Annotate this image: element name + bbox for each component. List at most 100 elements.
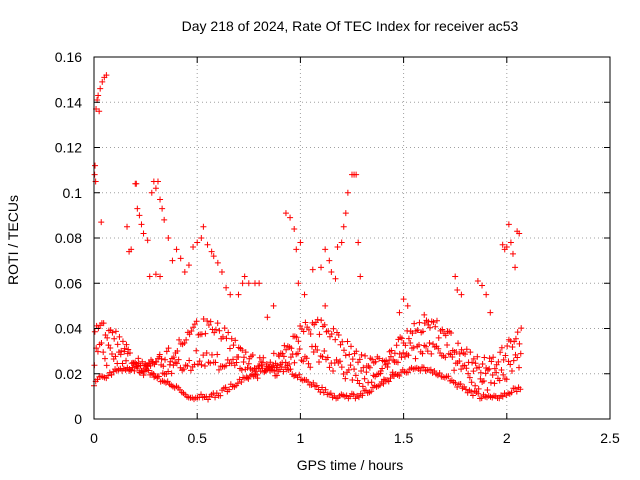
data-point	[319, 384, 326, 391]
data-point	[419, 328, 426, 335]
data-point	[91, 328, 98, 335]
data-point	[198, 331, 205, 338]
y-tick-label: 0.04	[55, 321, 82, 337]
data-point	[96, 108, 103, 115]
data-point	[327, 390, 334, 397]
data-point	[200, 316, 207, 323]
data-point	[296, 345, 303, 352]
data-point	[442, 332, 449, 339]
data-point	[469, 359, 476, 366]
data-point	[219, 333, 226, 340]
data-point	[312, 343, 319, 350]
data-point	[157, 273, 164, 280]
y-tick-label: 0.16	[55, 49, 82, 65]
data-point	[296, 371, 303, 378]
data-point	[396, 309, 403, 316]
data-point	[111, 335, 118, 342]
data-point	[516, 340, 523, 347]
data-point	[288, 345, 295, 352]
data-point	[508, 389, 515, 396]
data-point	[387, 353, 394, 360]
data-point	[92, 162, 99, 169]
data-point	[131, 367, 138, 374]
data-point	[458, 346, 465, 353]
data-point	[216, 327, 223, 334]
data-point	[223, 284, 230, 291]
data-point	[183, 336, 190, 343]
data-point	[300, 328, 307, 335]
data-point	[477, 375, 484, 382]
data-point	[499, 393, 506, 400]
data-point	[309, 266, 316, 273]
data-point	[200, 223, 207, 230]
y-tick-label: 0.12	[55, 140, 82, 156]
data-point	[474, 353, 481, 360]
data-point	[420, 364, 427, 371]
data-point	[287, 354, 294, 361]
data-point	[353, 171, 360, 178]
data-point	[481, 354, 488, 361]
data-point	[477, 369, 484, 376]
data-point	[91, 171, 98, 178]
data-point	[391, 350, 398, 357]
data-point	[210, 253, 217, 260]
data-point	[194, 239, 201, 246]
data-point	[244, 364, 251, 371]
data-point	[474, 277, 481, 284]
data-point	[193, 318, 200, 325]
data-point	[480, 378, 487, 385]
data-point	[509, 250, 516, 257]
data-point	[279, 350, 286, 357]
data-point	[512, 264, 519, 271]
data-point	[472, 382, 479, 389]
data-point	[487, 309, 494, 316]
data-point	[295, 280, 302, 287]
data-point	[295, 338, 302, 345]
data-point	[517, 350, 524, 357]
data-point	[512, 335, 519, 342]
data-point	[152, 271, 159, 278]
data-point	[514, 354, 521, 361]
data-point	[468, 388, 475, 395]
data-point	[344, 189, 351, 196]
data-point	[466, 374, 473, 381]
data-point	[409, 330, 416, 337]
data-point	[377, 370, 384, 377]
data-point	[223, 335, 230, 342]
data-point	[498, 366, 505, 373]
data-point	[419, 350, 426, 357]
data-point	[282, 359, 289, 366]
data-point	[498, 344, 505, 351]
data-point	[136, 212, 143, 219]
data-point	[325, 327, 332, 334]
data-point	[124, 223, 131, 230]
data-point	[348, 343, 355, 350]
data-point	[334, 244, 341, 251]
data-point	[514, 329, 521, 336]
x-tick-label: 0.5	[187, 430, 207, 446]
y-axis-label: ROTI / TECUs	[5, 195, 21, 285]
data-point	[267, 359, 274, 366]
data-point	[175, 356, 182, 363]
data-point	[338, 239, 345, 246]
data-point	[313, 382, 320, 389]
data-point	[160, 363, 167, 370]
data-point	[372, 358, 379, 365]
data-points	[91, 72, 525, 403]
data-point	[454, 287, 461, 294]
data-point	[346, 351, 353, 358]
data-point	[479, 282, 486, 289]
data-point	[490, 354, 497, 361]
data-point	[162, 356, 169, 363]
data-point	[169, 257, 176, 264]
data-point	[302, 319, 309, 326]
data-point	[380, 376, 387, 383]
data-point	[424, 348, 431, 355]
data-point	[356, 356, 363, 363]
data-point	[228, 360, 235, 367]
data-point	[227, 291, 234, 298]
data-point	[238, 378, 245, 385]
data-point	[456, 350, 463, 357]
data-point	[222, 384, 229, 391]
